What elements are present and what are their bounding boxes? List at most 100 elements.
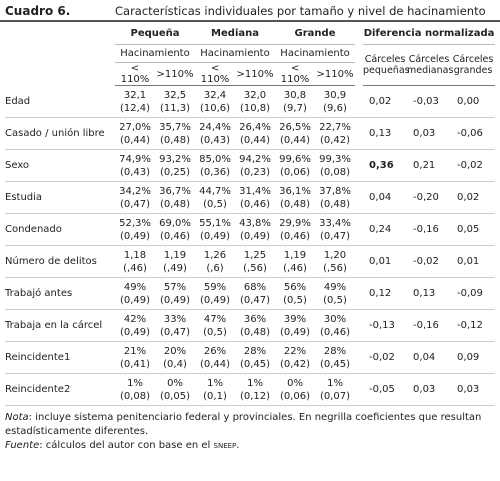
diff-cell: 0,02 [451,181,496,214]
std-dev: (9,6) [323,102,347,114]
std-dev: (,49) [163,262,187,274]
data-cell: 1% (0,07) [315,373,356,406]
spacer [355,181,364,214]
note: Nota: incluye sistema penitenciario fede… [5,411,495,439]
group-header: Mediana [195,22,276,45]
data-cell: 34,2% (0,47) [115,181,155,214]
std-dev: (0,45) [239,358,271,370]
diff-cell: -0,05 [363,373,408,406]
mean: 74,9% [119,153,151,165]
std-dev: (0,48) [319,198,351,210]
mean: 35,7% [159,121,191,133]
mean: 47% [203,313,227,325]
mean: 29,9% [279,217,311,229]
data-cell: 27,0% (0,44) [115,117,155,150]
data-cell: 1% (0,08) [115,373,155,406]
note-label: Nota [5,412,29,423]
data-table: Pequeña Mediana Grande Diferencia normaliza… [5,22,496,406]
std-dev: (0,5) [283,294,307,306]
row-label: Reincidente1 [5,341,115,374]
mean: 32,4 [203,89,227,101]
mean: 26,5% [279,121,311,133]
std-dev: (0,08) [319,166,351,178]
mean: 36,1% [279,185,311,197]
data-cell: 26% (0,44) [195,341,236,374]
mean: 21% [123,345,147,357]
mean: 0% [167,377,183,389]
spacer [355,309,364,342]
std-dev: (11,3) [159,102,191,114]
header-row: Hacinamiento Hacinamiento Hacinamiento Cárc… [5,44,496,86]
data-cell: 44,7% (0,5) [195,181,236,214]
row-label: Trabajó antes [5,277,115,310]
corner [5,22,115,86]
std-dev: (0,49) [119,294,151,306]
data-cell: 33,4% (0,47) [315,213,356,246]
source-text: : cálculos del autor con base en el [39,440,214,451]
mean: 32,1 [123,89,147,101]
mean: 24,4% [199,121,231,133]
std-dev: (,56) [323,262,347,274]
mean: 33% [163,313,187,325]
data-cell: 74,9% (0,43) [115,149,155,182]
diff-cell: -0,20 [407,181,452,214]
level-header: >110% [155,62,196,86]
mean: 1,25 [243,249,267,261]
data-cell: 28% (0,45) [315,341,356,374]
mean: 99,6% [279,153,311,165]
diff-cell: -0,03 [407,85,452,118]
std-dev: (0,46) [319,326,351,338]
level-header: >110% [315,62,356,86]
diff-cell: -0,16 [407,213,452,246]
std-dev: (0,06) [279,166,311,178]
data-cell: 1% (0,1) [195,373,236,406]
diff-cell: 0,12 [363,277,408,310]
data-cell: 35,7% (0,48) [155,117,196,150]
std-dev: (9,7) [283,102,307,114]
row-label: Reincidente2 [5,373,115,406]
data-cell: 21% (0,41) [115,341,155,374]
crowding-header: Hacinamiento [115,44,196,63]
mean: 26% [203,345,227,357]
std-dev: (0,5) [323,294,347,306]
mean: 22% [283,345,307,357]
data-cell: 49% (0,5) [315,277,356,310]
mean: 36,7% [159,185,191,197]
data-cell: 32,0 (10,8) [235,85,276,118]
mean: 49% [123,281,147,293]
data-row: Estudia 34,2% (0,47) 36,7% (0,48) 44,7% (0,5) 3… [5,181,496,214]
mean: 42% [123,313,147,325]
std-dev: (0,44) [199,358,231,370]
table-number: Cuadro 6. [5,4,71,18]
group-header: Grande [275,22,356,45]
std-dev: (,46) [283,262,307,274]
std-dev: (0,5) [203,198,227,210]
std-dev: (0,43) [199,134,231,146]
diff-cell: -0,02 [363,341,408,374]
mean: 36% [243,313,267,325]
mean: 1% [327,377,343,389]
mean: 68% [243,281,267,293]
std-dev: (0,49) [119,326,151,338]
level-header: < 110% [115,62,155,86]
source: Fuente: cálculos del autor con base en e… [5,439,495,453]
mean: 1,26 [203,249,227,261]
mean: 33,4% [319,217,351,229]
row-label: Sexo [5,149,115,182]
mean: 93,2% [159,153,191,165]
std-dev: (0,5) [203,326,227,338]
data-row: Reincidente2 1% (0,08) 0% (0,05) 1% (0,1) 1% (0,… [5,373,496,406]
data-cell: 56% (0,5) [275,277,316,310]
std-dev: (0,23) [239,166,271,178]
data-cell: 69,0% (0,46) [155,213,196,246]
data-cell: 99,6% (0,06) [275,149,316,182]
std-dev: (0,48) [159,198,191,210]
spacer [355,85,364,118]
std-dev: (,6) [206,262,224,274]
data-cell: 30,9 (9,6) [315,85,356,118]
mean: 59% [203,281,227,293]
std-dev: (0,48) [279,198,311,210]
data-cell: 20% (0,4) [155,341,196,374]
diff-column-header: Cárceles pequeñas [363,44,410,86]
diff-column-header: Cárceles grandes [451,44,496,86]
